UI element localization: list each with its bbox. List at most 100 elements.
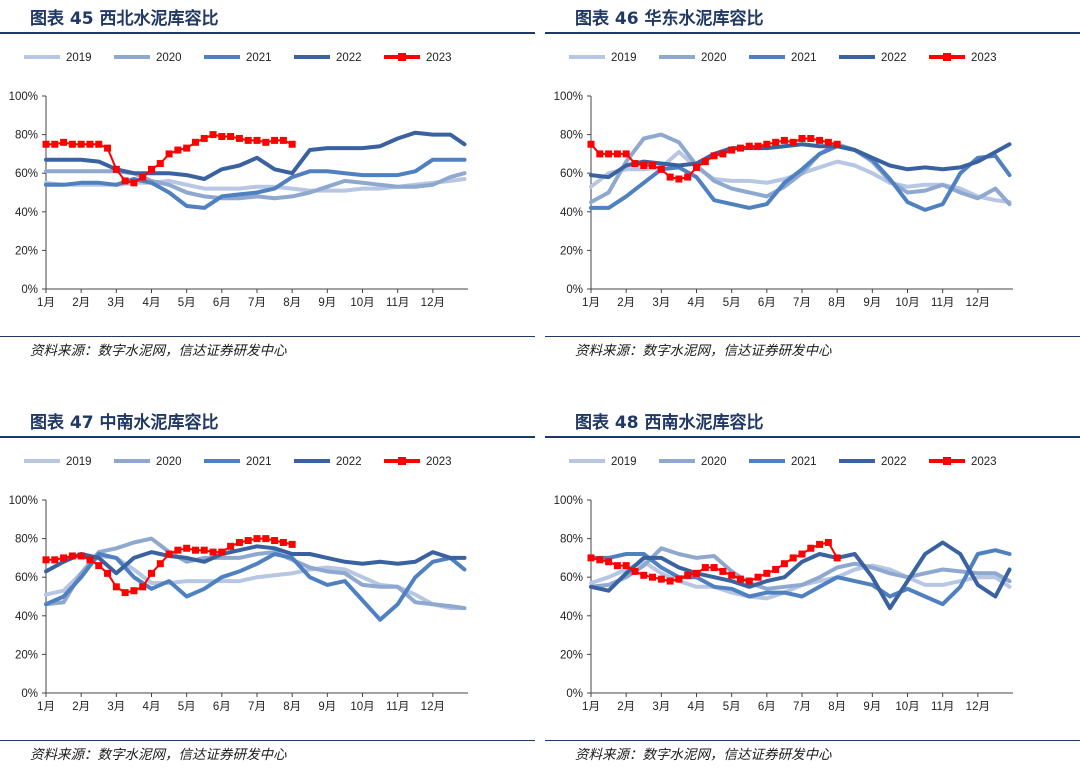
x-tick-label: 5月 <box>178 297 196 309</box>
legend-label: 2021 <box>246 456 272 468</box>
y-tick-label: 100% <box>9 91 38 103</box>
title-rule <box>0 32 535 34</box>
x-tick-label: 10月 <box>895 297 919 309</box>
data-point <box>833 554 841 562</box>
legend-item: 2022 <box>294 52 362 64</box>
data-point <box>824 538 832 546</box>
legend-item: 2020 <box>659 52 727 64</box>
legend-label: 2019 <box>66 52 92 64</box>
x-tick-label: 10月 <box>350 297 374 309</box>
data-point <box>156 560 164 568</box>
x-tick-label: 11月 <box>931 297 954 309</box>
chart-title: 图表 46 华东水泥库容比 <box>575 9 764 29</box>
legend-item: 2021 <box>204 52 272 64</box>
data-point <box>613 562 621 570</box>
data-point <box>789 138 797 146</box>
data-point <box>288 540 296 548</box>
source-note: 资料来源：数字水泥网，信达证券研发中心 <box>30 343 287 359</box>
data-point <box>227 133 235 141</box>
x-tick-label: 4月 <box>688 701 706 713</box>
data-point <box>218 548 226 556</box>
legend-marker <box>943 53 951 61</box>
title-rule <box>545 32 1080 34</box>
x-tick-label: 2月 <box>617 297 635 309</box>
data-point <box>253 136 261 144</box>
y-tick-label: 60% <box>560 572 583 584</box>
data-point <box>279 136 287 144</box>
source-rule <box>545 336 1080 337</box>
data-point <box>104 569 112 577</box>
y-tick-label: 20% <box>560 245 583 257</box>
data-point <box>675 575 683 583</box>
legend-label: 2021 <box>246 52 272 64</box>
data-point <box>139 173 147 181</box>
data-point <box>95 562 103 570</box>
data-point <box>51 140 59 148</box>
chart-title: 图表 48 西南水泥库容比 <box>575 413 764 433</box>
data-point <box>745 577 753 585</box>
y-tick-label: 100% <box>9 495 38 507</box>
data-point <box>666 577 674 585</box>
source-rule <box>545 740 1080 741</box>
data-point <box>183 544 191 552</box>
data-point <box>262 535 270 543</box>
x-tick-label: 6月 <box>213 297 231 309</box>
data-point <box>68 140 76 148</box>
y-tick-label: 20% <box>15 649 38 661</box>
data-point <box>824 138 832 146</box>
x-tick-label: 8月 <box>283 701 301 713</box>
y-tick-label: 80% <box>560 534 583 546</box>
data-point <box>657 165 665 173</box>
y-tick-label: 40% <box>15 611 38 623</box>
series-line-2022 <box>589 540 1012 611</box>
legend-item: 2021 <box>749 52 817 64</box>
data-point <box>191 138 199 146</box>
x-tick-label: 5月 <box>723 701 741 713</box>
y-tick-label: 80% <box>560 130 583 142</box>
y-tick-label: 0% <box>21 284 38 296</box>
y-tick-label: 60% <box>15 168 38 180</box>
data-point <box>200 134 208 142</box>
x-tick-label: 11月 <box>386 701 409 713</box>
x-tick-label: 7月 <box>793 701 811 713</box>
x-tick-label: 7月 <box>248 297 266 309</box>
legend-item: 2022 <box>839 456 907 468</box>
legend-item: 2021 <box>749 456 817 468</box>
legend-item: 2020 <box>114 456 182 468</box>
x-tick-label: 9月 <box>863 297 881 309</box>
source-rule <box>0 336 535 337</box>
legend-marker <box>398 53 406 61</box>
x-tick-label: 11月 <box>386 297 409 309</box>
x-tick-label: 1月 <box>582 297 600 309</box>
x-tick-label: 6月 <box>758 701 776 713</box>
data-point <box>174 546 182 554</box>
data-point <box>719 150 727 158</box>
data-point <box>227 542 235 550</box>
data-point <box>86 140 94 148</box>
data-point <box>701 564 709 572</box>
data-point <box>613 150 621 158</box>
data-point <box>763 569 771 577</box>
line-chart: 2019 2020 2021 2022 2023 0% 20% 40% 60% 80% 100% 1月… <box>554 456 1013 713</box>
data-point <box>288 140 296 148</box>
data-point <box>675 175 683 183</box>
data-point <box>605 558 613 566</box>
legend-marker <box>398 457 406 465</box>
data-point <box>710 564 718 572</box>
data-point <box>684 571 692 579</box>
legend-label: 2019 <box>611 52 637 64</box>
x-tick-label: 5月 <box>178 701 196 713</box>
x-tick-label: 4月 <box>143 297 161 309</box>
x-tick-label: 1月 <box>37 297 55 309</box>
legend-label: 2023 <box>426 456 452 468</box>
x-tick-label: 9月 <box>318 297 336 309</box>
data-point <box>657 575 665 583</box>
y-tick-label: 80% <box>15 534 38 546</box>
data-point <box>587 140 595 148</box>
data-point <box>701 158 709 166</box>
y-tick-label: 40% <box>560 611 583 623</box>
data-point <box>693 163 700 171</box>
data-point <box>77 552 85 560</box>
legend-item: 2019 <box>569 456 637 468</box>
data-point <box>807 544 815 552</box>
